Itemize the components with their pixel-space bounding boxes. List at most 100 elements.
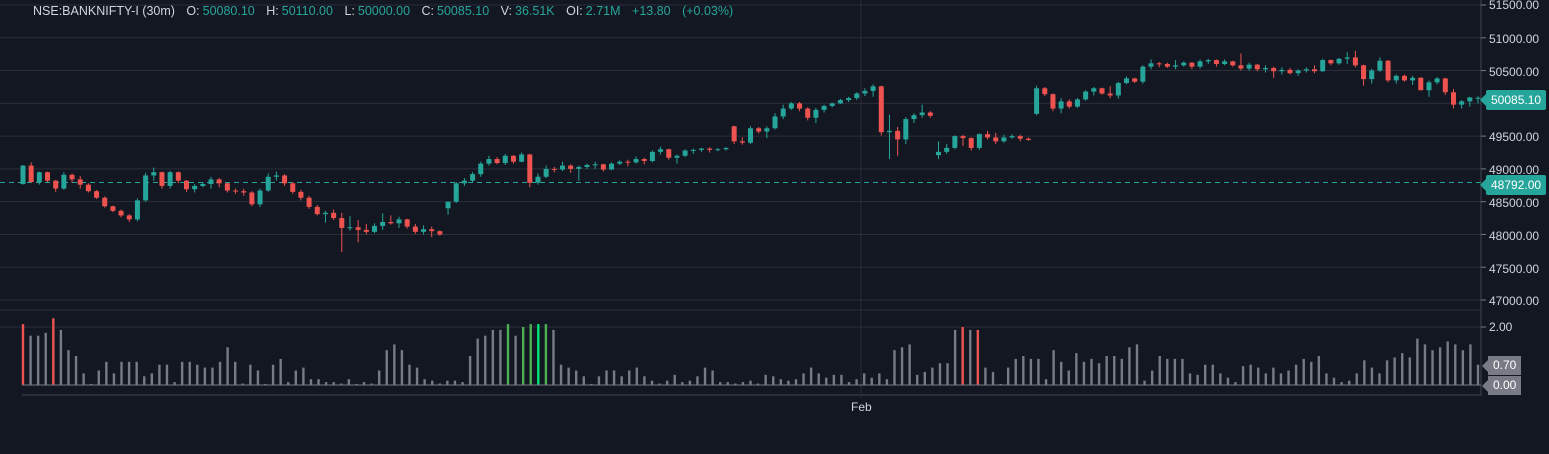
candle-body <box>510 155 516 162</box>
volume-bar <box>1143 380 1146 385</box>
volume-bar <box>1325 373 1328 385</box>
volume-value: 36.51K <box>515 4 555 18</box>
candle-body <box>715 149 721 151</box>
candle-body <box>944 147 950 152</box>
candle-body <box>1066 101 1072 107</box>
volume-bar <box>438 383 441 385</box>
candle-body <box>559 165 565 170</box>
volume-bar <box>1416 338 1419 385</box>
volume-bar <box>1120 358 1124 385</box>
candle-body <box>257 190 263 205</box>
volume-bar <box>241 383 244 385</box>
volume-bar <box>1067 370 1070 385</box>
volume-bar <box>938 363 942 385</box>
volume-bar <box>476 338 479 385</box>
volume-bar <box>1203 364 1207 385</box>
volume-bar <box>400 350 404 385</box>
candle-body <box>265 176 271 191</box>
candle-body <box>805 108 811 118</box>
candle-body <box>28 165 34 183</box>
candle-body <box>208 179 214 184</box>
candle-body <box>1238 65 1244 69</box>
volume-bar <box>1317 356 1321 385</box>
candle-body <box>764 128 770 132</box>
volume-bar <box>885 379 889 385</box>
volume-bar <box>1355 373 1358 385</box>
change-percent: (+0.03%) <box>682 4 734 18</box>
volume-bar <box>1075 353 1078 385</box>
candle-body <box>1295 70 1301 74</box>
volume-bar <box>665 380 669 385</box>
candle-body <box>331 212 337 219</box>
candle-body <box>641 159 647 162</box>
volume-bar <box>650 380 654 385</box>
volume-bar <box>931 367 934 385</box>
volume-bar <box>180 361 184 385</box>
candle-body <box>1377 60 1383 71</box>
volume-bar <box>1438 347 1442 385</box>
candle-body <box>895 130 901 140</box>
volume-bar <box>1340 382 1343 385</box>
volume-bar <box>1226 377 1230 385</box>
candle-body <box>314 206 320 215</box>
volume-bar <box>1461 350 1465 385</box>
candle-body <box>494 159 500 163</box>
volume-bar <box>1060 361 1063 385</box>
candle-body <box>1099 88 1105 94</box>
candle-body <box>167 172 173 186</box>
candle-body <box>159 172 165 186</box>
candle-body <box>298 191 304 198</box>
candle-body <box>429 229 435 232</box>
candle-body <box>739 141 745 143</box>
volume-bar <box>332 382 335 385</box>
candle-body <box>862 90 868 94</box>
volume-label: V: <box>500 4 512 18</box>
candle-body <box>478 163 484 175</box>
volume-bar <box>29 335 32 385</box>
candle-body <box>870 86 876 91</box>
candle-body <box>1107 93 1113 96</box>
volume-bar <box>188 361 191 385</box>
candle-body <box>1450 92 1456 105</box>
candle-body <box>674 155 680 158</box>
candle-body <box>249 192 255 205</box>
high-value: 50110.00 <box>281 4 333 18</box>
candle-body <box>854 93 860 99</box>
candle-body <box>886 130 892 133</box>
candle-body <box>363 229 369 232</box>
candle-body <box>1442 78 1448 93</box>
candle-body <box>985 134 991 138</box>
volume-bar <box>1211 364 1214 385</box>
volume-bar <box>961 327 964 385</box>
candle-body <box>306 197 312 207</box>
symbol-name[interactable]: NSE:BANKNIFTY-I (30m) <box>33 4 175 18</box>
volume-bar <box>605 370 608 385</box>
volume-bar <box>218 361 222 385</box>
volume-bar <box>514 335 517 385</box>
volume-zero-tag: 0.00 <box>1481 376 1522 395</box>
candle-body <box>1475 97 1481 99</box>
candle-body <box>927 112 933 116</box>
candle-body <box>1336 58 1342 64</box>
volume-bar <box>1408 357 1411 385</box>
volume-bar <box>1287 370 1290 385</box>
volume-bar <box>74 356 78 385</box>
candle-body <box>748 128 753 143</box>
volume-bar <box>120 361 123 385</box>
price-tick: 49000.00 <box>1489 163 1540 177</box>
candle-body <box>241 191 247 193</box>
volume-bar <box>559 364 563 385</box>
volume-bar <box>597 376 601 385</box>
volume-tick: 2.00 <box>1489 320 1513 334</box>
volume-bar <box>878 373 881 385</box>
volume-bar <box>97 370 100 385</box>
candle-body <box>837 100 843 104</box>
volume-bar <box>196 364 199 385</box>
candle-body <box>1083 91 1089 100</box>
volume-bar <box>294 370 298 385</box>
volume-bar <box>840 374 843 385</box>
candle-body <box>633 159 639 163</box>
reference-price-tag: 48792.00 <box>1479 175 1547 195</box>
